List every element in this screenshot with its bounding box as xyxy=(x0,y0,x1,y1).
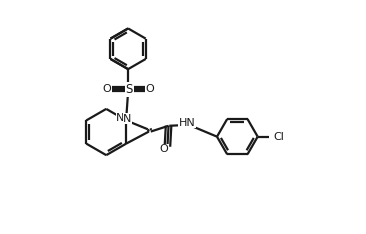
Text: N: N xyxy=(123,114,132,124)
Text: O: O xyxy=(145,84,154,94)
Text: O: O xyxy=(102,84,111,94)
Text: O: O xyxy=(160,144,169,154)
Text: N: N xyxy=(116,113,125,123)
Text: S: S xyxy=(126,83,133,96)
Text: HN: HN xyxy=(179,118,195,128)
Text: Cl: Cl xyxy=(273,132,284,142)
